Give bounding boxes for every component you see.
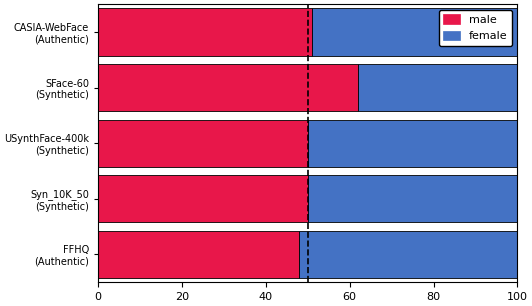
Bar (98, 231, 300, 278)
Bar (98, 120, 308, 167)
Bar (98, 8, 312, 56)
Bar (358, 64, 517, 111)
Bar (308, 120, 517, 167)
Bar (300, 231, 517, 278)
Bar (308, 175, 517, 222)
Bar (98, 64, 358, 111)
Bar (312, 8, 517, 56)
Bar (98, 175, 308, 222)
Legend: male, female: male, female (439, 10, 512, 46)
